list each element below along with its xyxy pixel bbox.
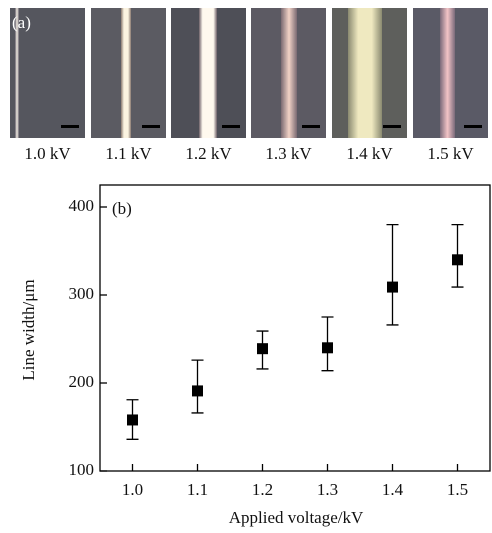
y-tick-label: 400 (69, 196, 95, 215)
caption: 1.3 kV (265, 144, 312, 163)
x-tick-label: 1.0 (122, 480, 143, 499)
x-tick-label: 1.3 (317, 480, 338, 499)
y-tick-label: 300 (69, 284, 95, 303)
micrograph (10, 8, 85, 138)
scale-bar (464, 125, 482, 128)
line-stripe (281, 8, 297, 138)
line-stripe (440, 8, 455, 138)
x-tick-label: 1.1 (187, 480, 208, 499)
marker (127, 414, 138, 426)
y-axis-label: Line width/μm (19, 279, 38, 380)
marker (192, 385, 203, 397)
caption: 1.5 kV (427, 144, 474, 163)
line-stripe (15, 8, 19, 138)
scale-bar (383, 125, 401, 128)
caption: 1.1 kV (105, 144, 152, 163)
line-stripe (121, 8, 131, 138)
marker (387, 281, 398, 293)
x-tick-label: 1.4 (382, 480, 404, 499)
marker (452, 254, 463, 266)
scale-bar (142, 125, 160, 128)
panel-label: (b) (112, 199, 132, 218)
line-stripe (348, 8, 382, 138)
marker (257, 343, 268, 355)
scale-bar (302, 125, 320, 128)
error-bar (386, 223, 399, 326)
y-tick-label: 100 (69, 460, 95, 479)
plot-frame (99, 184, 491, 472)
caption: 1.0 kV (24, 144, 71, 163)
scale-bar (222, 125, 240, 128)
marker (322, 342, 333, 354)
caption: 1.2 kV (185, 144, 232, 163)
caption: 1.4 kV (346, 144, 393, 163)
micrograph-row (10, 8, 488, 138)
scale-bar (61, 125, 79, 128)
line-stripe (199, 8, 217, 138)
x-tick-label: 1.5 (447, 480, 468, 499)
x-tick-label: 1.2 (252, 480, 273, 499)
y-tick-label: 200 (69, 372, 95, 391)
x-axis-label: Applied voltage/kV (229, 508, 364, 527)
panel-label: (a) (12, 13, 31, 32)
